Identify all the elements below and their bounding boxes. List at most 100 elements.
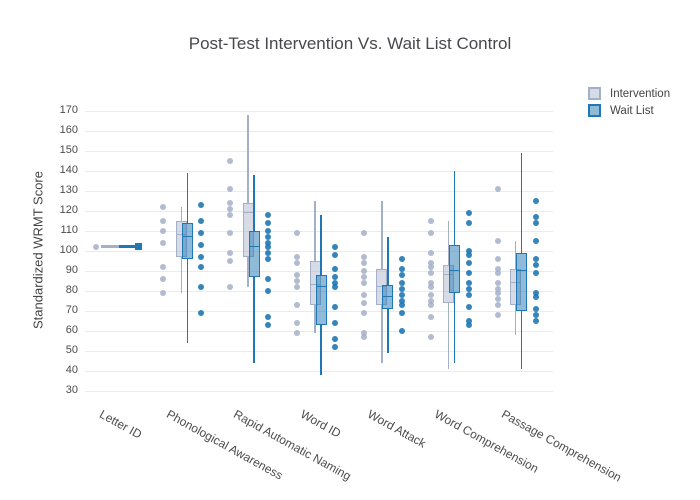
data-point-intervention[interactable] (360, 329, 367, 336)
data-point-wait-list[interactable] (332, 273, 338, 280)
data-point-wait-list[interactable] (265, 321, 272, 328)
data-point-wait-list[interactable] (332, 279, 338, 286)
data-point-wait-list[interactable] (198, 263, 205, 270)
data-point-wait-list[interactable] (465, 247, 472, 254)
data-point-intervention[interactable] (360, 299, 367, 306)
data-point-intervention[interactable] (427, 283, 434, 290)
data-point-wait-list[interactable] (465, 303, 472, 310)
data-point-wait-list[interactable] (398, 255, 405, 262)
data-point-wait-list[interactable] (398, 291, 405, 298)
data-point-intervention[interactable] (427, 297, 434, 304)
box-wait-list[interactable] (516, 252, 528, 311)
data-point-intervention[interactable] (360, 253, 367, 260)
data-point-wait-list[interactable] (265, 219, 272, 226)
data-point-intervention[interactable] (294, 271, 300, 278)
data-point-wait-list[interactable] (265, 275, 272, 282)
data-point-intervention[interactable] (427, 263, 434, 270)
data-point-intervention[interactable] (427, 259, 434, 266)
data-point-intervention[interactable] (227, 205, 234, 212)
data-point-intervention[interactable] (494, 279, 501, 286)
data-point-wait-list[interactable] (332, 303, 338, 310)
data-point-intervention[interactable] (427, 249, 434, 256)
data-point-wait-list[interactable] (332, 251, 338, 258)
data-point-intervention[interactable] (427, 279, 434, 286)
data-point-wait-list[interactable] (465, 219, 472, 226)
legend-item-wait-list[interactable]: Wait List (588, 102, 670, 119)
data-point-intervention[interactable] (427, 291, 434, 298)
data-point-intervention[interactable] (294, 319, 300, 326)
data-point-wait-list[interactable] (532, 197, 539, 204)
data-point-intervention[interactable] (227, 199, 234, 206)
data-point-intervention[interactable] (360, 333, 367, 340)
box-wait-list[interactable] (315, 274, 327, 325)
data-point-wait-list[interactable] (465, 251, 472, 258)
data-point-wait-list[interactable] (198, 229, 205, 236)
data-point-intervention[interactable] (427, 333, 434, 340)
data-point-intervention[interactable] (427, 229, 434, 236)
data-point-wait-list[interactable] (532, 289, 539, 296)
data-point-wait-list[interactable] (532, 219, 539, 226)
data-point-wait-list[interactable] (465, 317, 472, 324)
data-point-intervention[interactable] (160, 263, 167, 270)
data-point-intervention[interactable] (494, 185, 501, 192)
data-point-wait-list[interactable] (465, 279, 472, 286)
data-point-wait-list[interactable] (198, 283, 205, 290)
data-point-wait-list[interactable] (532, 305, 539, 312)
data-point-wait-list[interactable] (532, 317, 539, 324)
data-point-wait-list[interactable] (465, 321, 472, 328)
data-point-intervention[interactable] (160, 203, 167, 210)
collapsed-box-intervention[interactable] (101, 245, 120, 248)
legend-item-intervention[interactable]: Intervention (588, 85, 670, 102)
data-point-wait-list[interactable] (532, 237, 539, 244)
data-point-intervention[interactable] (294, 253, 300, 260)
data-point-wait-list[interactable] (398, 271, 405, 278)
data-point-intervention[interactable] (294, 301, 300, 308)
collapsed-box-marker-wait-list[interactable] (135, 243, 143, 250)
data-point-wait-list[interactable] (532, 269, 539, 276)
data-point-wait-list[interactable] (265, 249, 272, 256)
data-point-wait-list[interactable] (265, 227, 272, 234)
data-point-wait-list[interactable] (532, 255, 539, 262)
data-point-intervention[interactable] (360, 309, 367, 316)
data-point-wait-list[interactable] (398, 297, 405, 304)
data-point-intervention[interactable] (227, 249, 234, 256)
data-point-intervention[interactable] (360, 273, 367, 280)
data-point-wait-list[interactable] (465, 291, 472, 298)
data-point-wait-list[interactable] (532, 213, 539, 220)
data-point-wait-list[interactable] (265, 233, 272, 240)
data-point-wait-list[interactable] (198, 241, 205, 248)
data-point-intervention[interactable] (160, 217, 167, 224)
data-point-intervention[interactable] (294, 259, 300, 266)
data-point-intervention[interactable] (294, 277, 300, 284)
data-point-intervention[interactable] (360, 267, 367, 274)
collapsed-box-wait-list[interactable] (119, 245, 136, 248)
box-intervention[interactable] (242, 202, 254, 257)
data-point-wait-list[interactable] (332, 319, 338, 326)
data-point-intervention[interactable] (360, 229, 367, 236)
data-point-wait-list[interactable] (465, 285, 472, 292)
data-point-intervention[interactable] (360, 259, 367, 266)
data-point-intervention[interactable] (494, 269, 501, 276)
data-point-wait-list[interactable] (398, 285, 405, 292)
data-point-intervention[interactable] (427, 269, 434, 276)
data-point-intervention[interactable] (427, 313, 434, 320)
data-point-wait-list[interactable] (398, 279, 405, 286)
data-point-intervention[interactable] (494, 311, 501, 318)
box-wait-list[interactable] (449, 244, 461, 293)
data-point-wait-list[interactable] (532, 311, 539, 318)
data-point-wait-list[interactable] (265, 313, 272, 320)
data-point-wait-list[interactable] (198, 201, 205, 208)
data-point-intervention[interactable] (227, 157, 234, 164)
data-point-wait-list[interactable] (332, 335, 338, 342)
data-point-intervention[interactable] (160, 289, 167, 296)
data-point-intervention[interactable] (427, 301, 434, 308)
data-point-intervention[interactable] (494, 255, 501, 262)
data-point-wait-list[interactable] (265, 239, 272, 246)
data-point-intervention[interactable] (360, 291, 367, 298)
data-point-wait-list[interactable] (398, 309, 405, 316)
data-point-intervention[interactable] (294, 229, 300, 236)
data-point-intervention[interactable] (227, 211, 234, 218)
data-point-wait-list[interactable] (265, 211, 272, 218)
data-point-intervention[interactable] (93, 243, 100, 250)
data-point-wait-list[interactable] (332, 243, 338, 250)
